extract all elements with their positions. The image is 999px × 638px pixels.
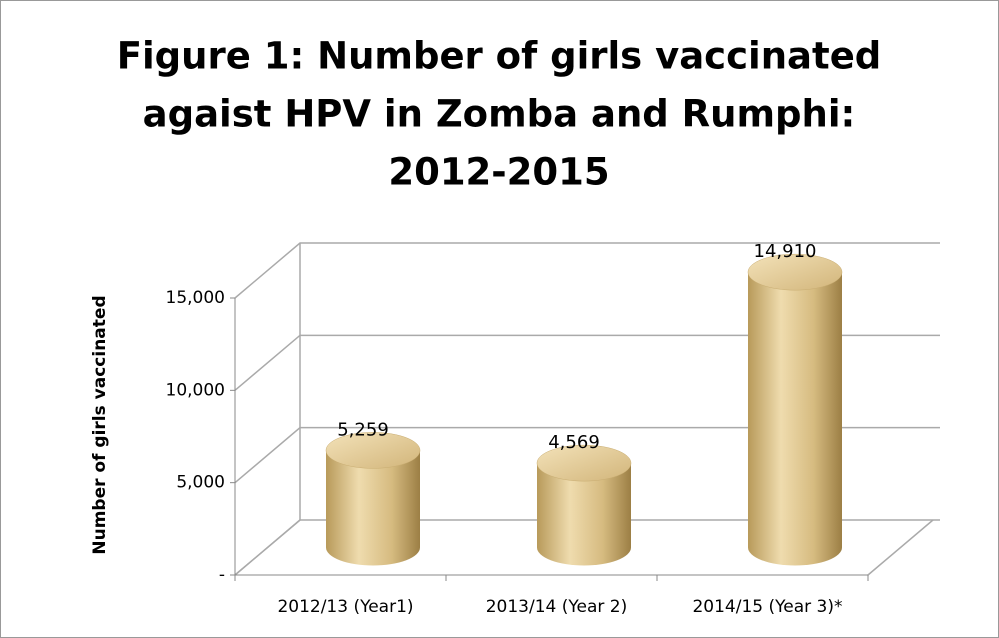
cylinder-body bbox=[748, 272, 842, 566]
grid-line bbox=[234, 242, 940, 299]
cylinder bbox=[325, 432, 421, 566]
x-tick-label: 2013/14 (Year 2) bbox=[486, 597, 628, 617]
y-axis-label: Number of girls vaccinated bbox=[90, 295, 110, 554]
value-label: 5,259 bbox=[337, 419, 389, 440]
grid-line bbox=[234, 519, 940, 576]
chart-title: agaist HPV in Zomba and Rumphi: bbox=[143, 93, 856, 136]
x-tick-label: 2014/15 (Year 3)* bbox=[692, 597, 842, 617]
grid-line bbox=[234, 426, 940, 484]
value-label: 14,910 bbox=[754, 241, 817, 262]
cylinder-body bbox=[537, 463, 631, 566]
cylinder bbox=[536, 444, 632, 566]
y-tick-label: 5,000 bbox=[176, 473, 225, 493]
chart-title: Figure 1: Number of girls vaccinated bbox=[117, 35, 882, 78]
y-tick-label: 15,000 bbox=[166, 288, 225, 308]
cylinder-top bbox=[747, 253, 843, 291]
cylinder bbox=[747, 253, 843, 566]
grid-line bbox=[234, 334, 940, 391]
floor-edge bbox=[867, 519, 934, 576]
chart-title: 2012-2015 bbox=[388, 151, 609, 194]
y-tick-label: 10,000 bbox=[166, 380, 225, 400]
cylinder-top bbox=[536, 444, 632, 482]
value-label: 4,569 bbox=[548, 432, 600, 453]
cylinder-body bbox=[326, 450, 420, 566]
y-tick-label: - bbox=[219, 565, 225, 585]
cylinder-top bbox=[325, 432, 421, 469]
x-tick-label: 2012/13 (Year1) bbox=[277, 597, 413, 617]
